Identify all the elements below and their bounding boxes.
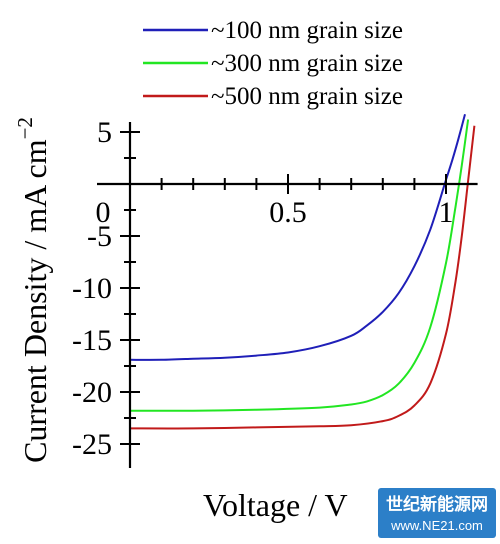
watermark-background (378, 488, 496, 538)
legend-label-2: ~300 nm grain size (211, 50, 403, 77)
legend-label-3: ~500 nm grain size (211, 83, 403, 110)
plot-area: 0 0.5 1 5-5-10-15-20-25 (72, 114, 478, 468)
y-ticks: 5 -5 -10 -15 -20 -25 (72, 116, 140, 461)
x-tick-label: 0.5 (269, 196, 307, 229)
y-tick-label: -20 (72, 376, 112, 409)
legend: ~100 nm grain size ~300 nm grain size ~500… (143, 17, 403, 110)
series-line-3 (129, 125, 476, 430)
x-tick-label: 1 (439, 196, 454, 229)
series-line-1 (129, 114, 466, 361)
y-tick-label: -10 (72, 272, 112, 305)
y-tick-label: 5 (97, 116, 112, 149)
y-tick-label: -5 (87, 220, 112, 253)
x-axis-title: Voltage / V (203, 487, 348, 523)
watermark-url: www.NE21.com (390, 518, 483, 533)
y-axis-title: Current Density / mA cm−2 (13, 117, 53, 463)
y-axis-title-superscript: −2 (13, 117, 37, 139)
y-axis-title-main: Current Density / mA cm (17, 139, 53, 463)
series-line-2 (129, 119, 470, 412)
watermark-brand: 世纪新能源网 (386, 494, 488, 515)
y-tick-label: -25 (72, 428, 112, 461)
x-ticks: 0 0.5 1 (96, 174, 454, 229)
y-tick-label: -15 (72, 324, 112, 357)
watermark-logo: 世纪新能源网 www.NE21.com (378, 488, 496, 538)
x-tick-label: 0 (96, 196, 111, 229)
legend-label-1: ~100 nm grain size (211, 17, 403, 44)
series-layer (129, 114, 476, 430)
